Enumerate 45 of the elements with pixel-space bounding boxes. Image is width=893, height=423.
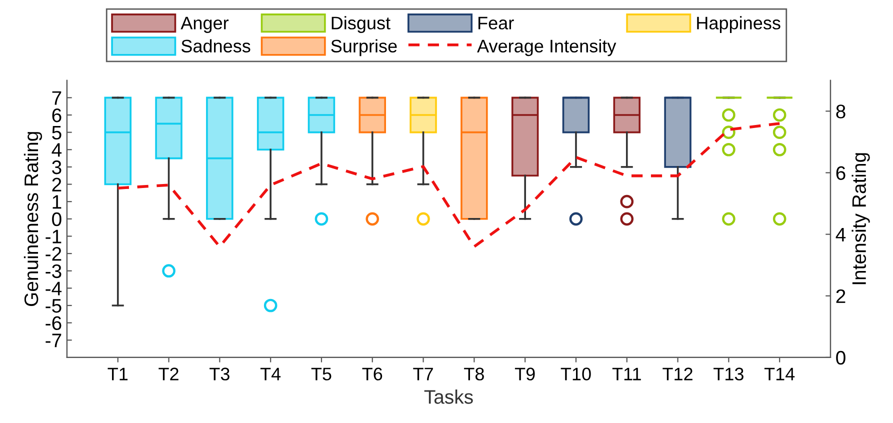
- x-tick-label: T13: [714, 368, 744, 380]
- y-tick-label: -2: [46, 247, 62, 261]
- x-tick-label: T7: [413, 368, 433, 380]
- y-tick-label: 6: [52, 108, 62, 122]
- x-tick-label: T14: [764, 368, 795, 380]
- x-tick-label: T2: [158, 368, 178, 380]
- x-tick-label: T8: [464, 368, 484, 380]
- y-tick-label: 0: [52, 212, 62, 226]
- y-tick-label: -6: [46, 316, 62, 330]
- line-series: [116, 122, 781, 248]
- x-tick-label: T5: [311, 368, 332, 380]
- legend-label: Disgust: [332, 16, 390, 33]
- x-tick-label: T6: [362, 368, 382, 380]
- x-axis-title: Tasks: [424, 390, 473, 404]
- y2-tick-label: 4: [836, 228, 846, 242]
- x-tick-label: T3: [210, 368, 230, 380]
- y-tick-label: 4: [52, 143, 62, 157]
- y2-axis-title: Intensity Rating: [852, 153, 870, 284]
- x-tick-label: T11: [612, 368, 641, 380]
- legend-label: Anger: [180, 16, 229, 33]
- legend-label: Average Intensity: [477, 39, 616, 56]
- x-tick-label: T9: [514, 368, 535, 380]
- x-tick-label: T4: [260, 368, 281, 380]
- y-tick-label: -1: [46, 230, 62, 244]
- y2-tick-label: 0: [836, 350, 846, 365]
- y-tick-label: 2: [52, 178, 62, 192]
- y-tick-label: -7: [46, 334, 62, 348]
- y-tick-label: 5: [52, 126, 62, 140]
- y-tick-label: -3: [46, 264, 62, 278]
- y2-tick-label: 2: [836, 289, 846, 303]
- y-tick-label: 1: [52, 195, 62, 209]
- y-tick-label: -5: [46, 299, 62, 313]
- y2-tick-label: 6: [836, 166, 846, 180]
- x-tick-label: T12: [662, 368, 692, 380]
- x-tick-label: T1: [108, 368, 128, 380]
- legend-label: Sadness: [181, 39, 250, 52]
- legend-label: Fear: [478, 16, 514, 30]
- y-tick-label: 3: [52, 160, 62, 174]
- y-tick-label: 7: [52, 91, 62, 105]
- y-tick-label: -4: [46, 282, 62, 296]
- legend-label: Happiness: [697, 16, 780, 33]
- y2-tick-label: 8: [836, 104, 846, 118]
- y-axis-title: Genuineness Rating: [24, 132, 42, 306]
- x-tick-label: T10: [560, 368, 591, 380]
- legend-label: Surprise: [331, 39, 397, 56]
